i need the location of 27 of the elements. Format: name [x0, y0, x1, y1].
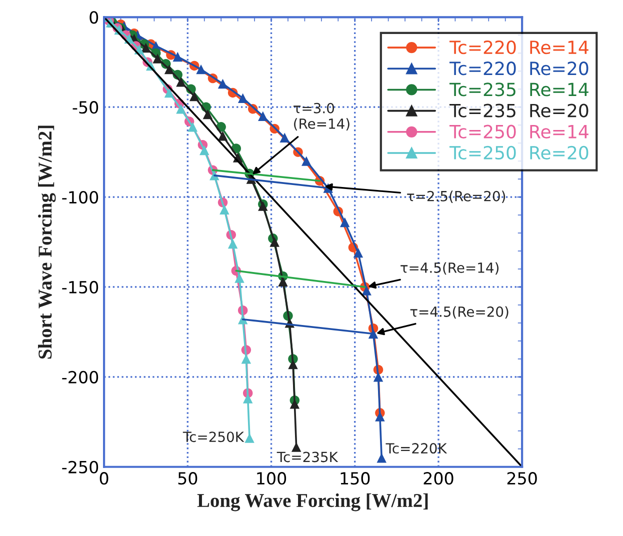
x-axis-title: Long Wave Forcing [W/m2] [197, 493, 428, 512]
legend-label: Tc=235 Re=20 [449, 104, 588, 118]
y-tick-label: -100 [62, 190, 98, 204]
x-tick-label: 0 [100, 472, 108, 485]
y-tick-label: 0 [90, 11, 98, 24]
y-tick-label: -200 [62, 370, 98, 384]
legend-label: Tc=250 Re=14 [449, 124, 588, 138]
y-axis-title: Short Wave Forcing [W/m2] [38, 126, 56, 359]
x-tick-label: 250 [507, 472, 537, 485]
legend-label: Tc=220 Re=20 [449, 62, 588, 76]
annotation: τ=2.5(Re=20) [407, 190, 506, 204]
y-tick-label: -250 [62, 460, 98, 474]
annotation: τ=3.0 (Re=14) [294, 102, 350, 131]
annotation: τ=4.5(Re=20) [410, 306, 508, 319]
x-tick-label: 100 [257, 472, 286, 485]
annotation: Tc=250K [182, 432, 244, 442]
x-tick-label: 200 [424, 472, 454, 485]
annotation: Tc=220K [386, 443, 448, 454]
x-tick-label: 150 [340, 472, 370, 485]
x-tick-label: 50 [178, 472, 198, 485]
legend-label: Tc=250 Re=20 [449, 146, 588, 160]
annotation: τ=4.5(Re=14) [400, 262, 499, 275]
legend-label: Tc=220 Re=14 [449, 40, 588, 54]
legend-label: Tc=235 Re=14 [449, 82, 588, 96]
y-tick-label: -150 [62, 280, 98, 294]
annotation: Tc=235K [276, 452, 338, 462]
y-tick-label: -50 [72, 101, 98, 114]
